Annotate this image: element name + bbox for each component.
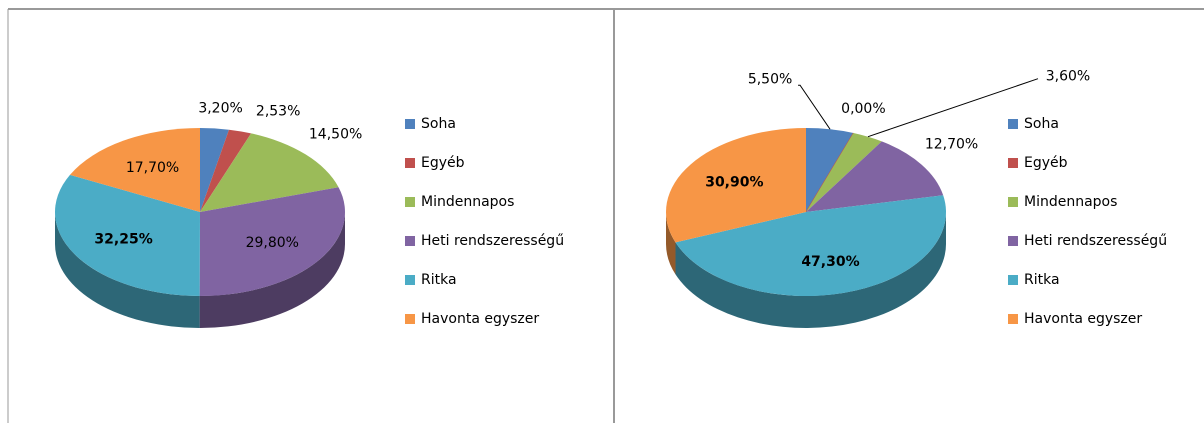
data-label: 2,53% bbox=[256, 103, 300, 119]
slice-side bbox=[55, 212, 200, 328]
data-label: 5,50% bbox=[748, 71, 792, 87]
legend-swatch bbox=[1008, 314, 1018, 324]
legend-swatch bbox=[405, 314, 415, 324]
legend-label: Mindennapos bbox=[1024, 194, 1117, 210]
data-label: 47,30% bbox=[801, 254, 859, 270]
slice-side bbox=[199, 212, 345, 328]
slice bbox=[806, 128, 854, 212]
legend-swatch bbox=[405, 197, 415, 207]
legend-label: Havonta egyszer bbox=[421, 311, 539, 327]
legend-label: Soha bbox=[1024, 116, 1059, 132]
legend-swatch bbox=[405, 119, 415, 129]
slice-side bbox=[666, 212, 676, 275]
data-label: 14,50% bbox=[309, 126, 362, 142]
legend-swatch bbox=[405, 236, 415, 246]
leader-line bbox=[867, 78, 1039, 138]
legend-swatch bbox=[1008, 158, 1018, 168]
legend-swatch bbox=[405, 275, 415, 285]
data-label: 3,60% bbox=[1046, 69, 1090, 85]
slice bbox=[54, 174, 201, 296]
data-label: 32,25% bbox=[94, 231, 152, 247]
legend-label: Ritka bbox=[1024, 272, 1060, 288]
legend-label: Havonta egyszer bbox=[1024, 311, 1142, 327]
legend-label: Heti rendszerességű bbox=[1024, 233, 1167, 249]
slice bbox=[200, 133, 339, 212]
slice-side bbox=[675, 212, 946, 328]
legend-swatch bbox=[1008, 236, 1018, 246]
legend-label: Egyéb bbox=[421, 155, 465, 171]
legend-label: Egyéb bbox=[1024, 155, 1068, 171]
slice bbox=[200, 128, 229, 212]
legend-label: Soha bbox=[421, 116, 456, 132]
slice bbox=[806, 141, 944, 212]
legend-swatch bbox=[1008, 197, 1018, 207]
slice bbox=[806, 132, 882, 212]
leader-line bbox=[798, 84, 831, 130]
slice bbox=[666, 128, 806, 243]
data-label: 0,00% bbox=[841, 101, 885, 117]
data-label: 29,80% bbox=[246, 235, 299, 251]
data-label: 3,20% bbox=[198, 100, 242, 116]
slice bbox=[69, 128, 200, 212]
data-label: 12,70% bbox=[925, 137, 978, 153]
data-label: 30,90% bbox=[705, 175, 763, 191]
slice bbox=[199, 187, 345, 296]
slice bbox=[200, 129, 252, 212]
slice bbox=[675, 195, 946, 296]
data-label: 17,70% bbox=[126, 160, 179, 176]
legend-swatch bbox=[1008, 275, 1018, 285]
legend-label: Mindennapos bbox=[421, 194, 514, 210]
legend-label: Ritka bbox=[421, 272, 457, 288]
legend-swatch bbox=[405, 158, 415, 168]
legend-label: Heti rendszerességű bbox=[421, 233, 564, 249]
slice bbox=[805, 132, 854, 213]
legend-swatch bbox=[1008, 119, 1018, 129]
